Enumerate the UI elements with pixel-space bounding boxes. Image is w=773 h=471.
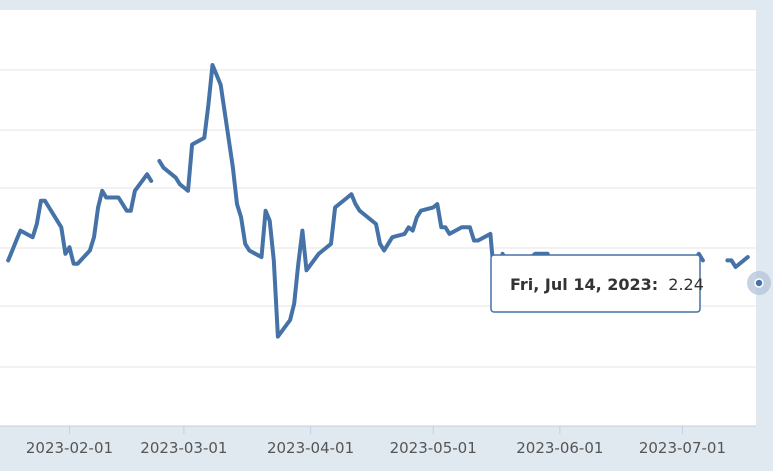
tooltip-box — [490, 254, 701, 313]
x-tick-label: 2023-03-01 — [140, 439, 227, 457]
x-axis: 2023-02-01 2023-03-01 2023-04-01 2023-05-01… — [0, 425, 756, 457]
chart-background — [0, 10, 756, 426]
x-tick-label: 2023-02-01 — [26, 439, 113, 457]
hover-marker-point[interactable] — [754, 278, 764, 288]
hover-marker[interactable] — [747, 271, 771, 295]
gridlines — [0, 69, 756, 368]
tooltip-date: Fri, Jul 14, 2023: — [510, 275, 658, 294]
x-tick-label: 2023-07-01 — [639, 439, 726, 457]
series-line-segment — [725, 255, 750, 269]
tooltip-value: 2.24 — [668, 275, 704, 294]
x-tick-label: 2023-06-01 — [516, 439, 603, 457]
plot-area — [0, 10, 756, 426]
x-tick-label: 2023-04-01 — [267, 439, 354, 457]
series-line-segment — [6, 172, 154, 266]
tooltip: Fri, Jul 14, 2023: 2.24 — [490, 254, 704, 313]
svg-text:Fri, Jul 14, 2023: 2.2: Fri, Jul 14, 2023: 2.24 — [510, 275, 704, 294]
x-tick-label: 2023-05-01 — [390, 439, 477, 457]
